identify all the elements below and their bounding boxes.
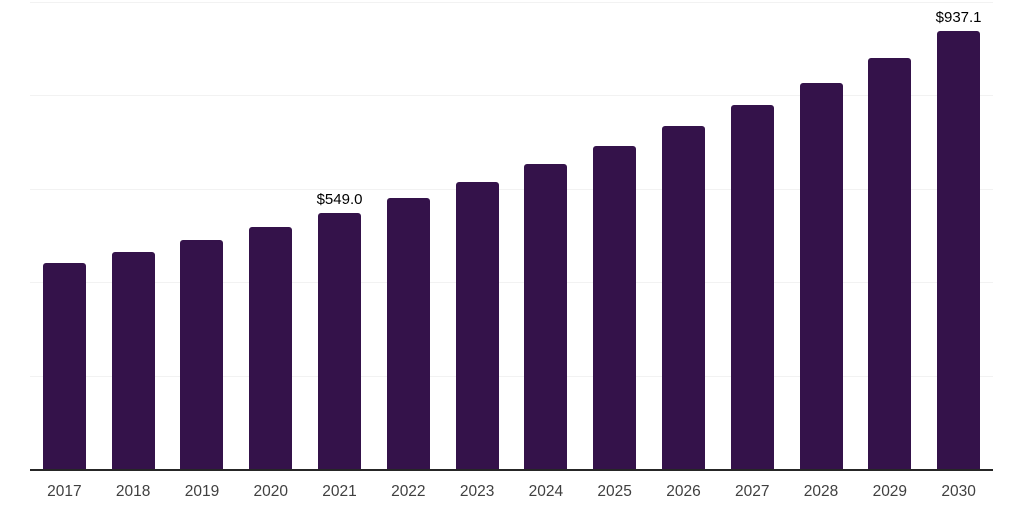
x-axis-tick-label: 2024 bbox=[528, 483, 564, 500]
bar-2021[interactable] bbox=[318, 212, 362, 470]
x-axis-tick-label: 2029 bbox=[872, 483, 908, 500]
data-label-2030: $937.1 bbox=[935, 8, 982, 26]
gridline bbox=[30, 282, 993, 284]
x-axis-tick-label: 2018 bbox=[115, 483, 151, 500]
x-axis-tick-label: 2026 bbox=[666, 483, 701, 500]
bar-2030[interactable] bbox=[937, 30, 981, 470]
bar-2023[interactable] bbox=[455, 182, 499, 470]
gridline bbox=[30, 375, 993, 377]
bar-2025[interactable] bbox=[593, 146, 637, 470]
x-axis-tick-label: 2030 bbox=[941, 483, 976, 500]
x-axis-tick-label: 2028 bbox=[803, 483, 839, 500]
bar-2024[interactable] bbox=[524, 164, 568, 470]
bar-2017[interactable] bbox=[42, 262, 86, 470]
bar-2020[interactable] bbox=[249, 227, 293, 470]
x-axis-tick-label: 2021 bbox=[322, 483, 357, 500]
bar-2028[interactable] bbox=[799, 82, 843, 470]
bar-2027[interactable] bbox=[730, 105, 774, 470]
x-axis-tick-label: 2025 bbox=[597, 483, 632, 500]
x-axis-tick-label: 2020 bbox=[253, 483, 288, 500]
x-axis-tick-label: 2022 bbox=[391, 483, 426, 500]
x-axis-tick-label: 2019 bbox=[184, 483, 220, 500]
gridline bbox=[30, 95, 993, 97]
bar-2019[interactable] bbox=[180, 240, 224, 470]
data-label-2021: $549.0 bbox=[316, 190, 363, 208]
bar-2029[interactable] bbox=[868, 57, 912, 470]
x-axis-tick-label: 2023 bbox=[459, 483, 495, 500]
bar-2022[interactable] bbox=[386, 197, 430, 470]
x-axis-line bbox=[30, 469, 993, 471]
x-axis-tick-label: 2017 bbox=[47, 483, 82, 500]
x-axis-tick-label: 2027 bbox=[735, 483, 770, 500]
bar-2018[interactable] bbox=[111, 252, 155, 470]
gridline bbox=[30, 188, 993, 190]
bar-2026[interactable] bbox=[661, 126, 705, 470]
gridline bbox=[30, 1, 993, 3]
